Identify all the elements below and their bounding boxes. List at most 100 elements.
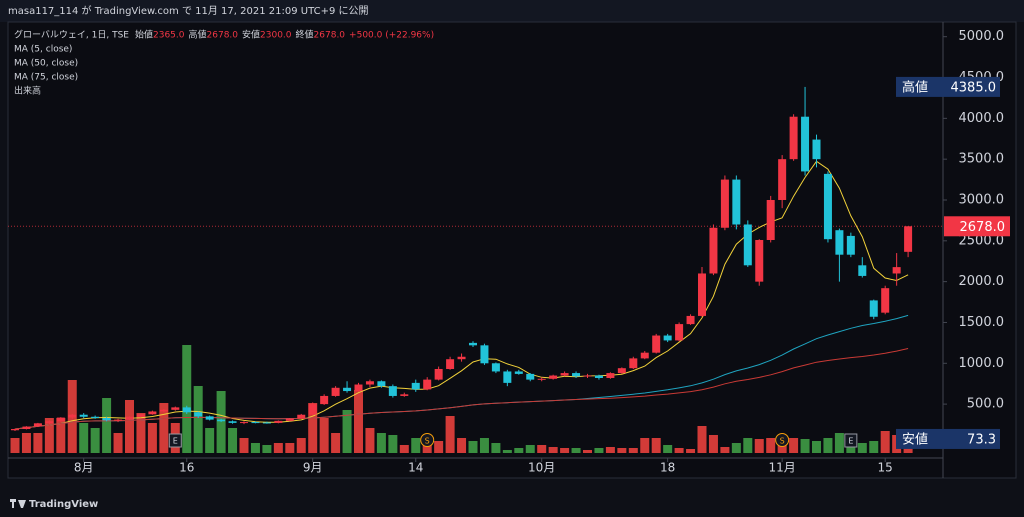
event-marker [844, 433, 858, 448]
header-text: masa117_114 が TradingView.com で 11月 17, … [8, 4, 369, 17]
volume-bar [250, 443, 260, 453]
candle-body [503, 371, 512, 383]
footer-text: TradingView [29, 499, 98, 510]
candle-body [469, 342, 477, 346]
volume-bar [812, 441, 821, 453]
candle-body [629, 358, 638, 369]
volume-bar [285, 443, 295, 453]
candle-body [194, 412, 203, 417]
volume-bar [708, 435, 718, 453]
volume-bar [686, 449, 696, 453]
volume-bar [21, 433, 31, 453]
candle-body [388, 386, 397, 396]
candle-body [91, 416, 100, 418]
volume-bar [880, 431, 890, 453]
candle-body [102, 417, 111, 421]
event-label: E [848, 437, 853, 446]
candle-body [858, 265, 867, 276]
candle-body [663, 335, 672, 341]
candle-body [572, 373, 581, 377]
logo-icon [10, 499, 26, 508]
candle-body [68, 414, 77, 418]
volume-bar [193, 386, 203, 453]
volume-bar [354, 390, 363, 453]
candle-body [434, 369, 443, 380]
candle-body [835, 230, 844, 255]
price-tag [896, 428, 1000, 449]
candle-body [171, 407, 180, 410]
candle-body [526, 373, 535, 380]
price-tag-name: 高値 [902, 79, 928, 95]
candle-body [262, 422, 271, 424]
candle-body [411, 382, 420, 390]
volume-bar [399, 445, 409, 453]
candle-body [125, 416, 134, 420]
candle-body [869, 300, 878, 317]
legend-volume: 出来高 [14, 85, 41, 97]
candle-body [182, 407, 191, 413]
legend-change: +500.0 (+22.96%) [349, 31, 434, 41]
candle-body [240, 422, 248, 424]
volume-bar [319, 418, 329, 453]
footer-logo: TradingView [10, 499, 98, 510]
volume-bar [182, 345, 192, 453]
candle-body [640, 352, 649, 359]
candle-body [549, 375, 558, 379]
y-tick-label: 3500.0 [959, 152, 1005, 167]
legend-indicator: MA (5, close) [14, 45, 72, 55]
volume-bar [491, 443, 501, 453]
volume-bar [365, 428, 375, 453]
volume-bar [308, 403, 318, 453]
volume-bar [445, 416, 455, 453]
candle-body [205, 416, 214, 420]
legend-ohlc-label: 始値 [135, 29, 153, 41]
candle-body [594, 375, 603, 378]
candle-body [755, 240, 764, 282]
volume-bar [147, 423, 157, 453]
volume-bar [857, 443, 867, 453]
candle-body [297, 414, 306, 419]
candle-body [686, 315, 695, 325]
legend-ohlc-value: 2300.0 [260, 31, 292, 41]
candle-body [892, 267, 901, 274]
candle-body [766, 199, 775, 240]
volume-bar [44, 418, 54, 453]
chart-frame [7, 21, 1017, 479]
x-tick-label: 16 [179, 461, 194, 475]
candle-body [400, 394, 409, 396]
volume-bar [537, 445, 547, 453]
candle-body [801, 116, 810, 172]
candle-body [675, 324, 684, 341]
candle-body [537, 378, 546, 380]
volume-bar [720, 447, 730, 453]
x-tick-label: 15 [878, 461, 893, 475]
volume-bar [731, 443, 741, 453]
candle-body [904, 226, 913, 252]
legend-symbol: グローバルウェイ, 1日, TSE [14, 29, 129, 41]
volume-bar [605, 447, 615, 453]
volume-bar [479, 438, 489, 453]
volume-bar [651, 438, 661, 453]
candle-body [457, 356, 466, 360]
candle-body [217, 419, 226, 422]
volume-bar [903, 445, 913, 453]
candle-body [778, 159, 787, 200]
candle-body [136, 414, 145, 417]
last-price-tag [944, 216, 1010, 237]
volume-bar [228, 428, 238, 453]
candle-body [480, 345, 489, 364]
price-tag [896, 76, 1000, 97]
candle-body [812, 139, 821, 160]
x-tick-label: 9月 [303, 461, 323, 475]
volume-bar [90, 428, 100, 453]
volume-bar [113, 433, 123, 453]
candle-body [823, 173, 832, 240]
volume-bar [823, 438, 833, 453]
volume-bar [502, 450, 512, 453]
last-price-label: 2678.0 [960, 220, 1006, 235]
volume-bar [548, 447, 558, 453]
y-tick-label: 2500.0 [959, 233, 1005, 248]
price-tag-name: 安値 [902, 431, 928, 447]
candle-body [354, 384, 363, 392]
